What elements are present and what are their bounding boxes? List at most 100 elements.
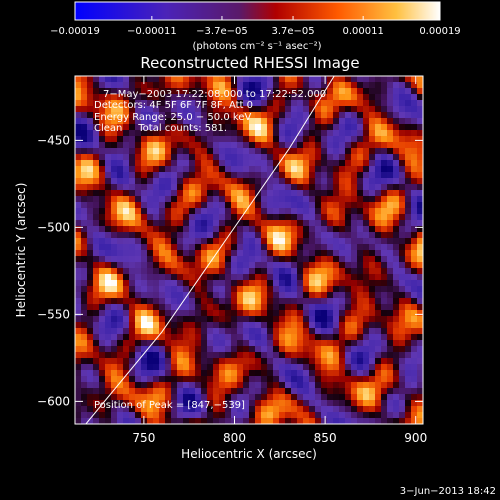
heatmap-cell <box>309 376 316 383</box>
heatmap-cell <box>201 154 208 161</box>
heatmap-cell <box>135 316 142 323</box>
heatmap-cell <box>309 268 316 275</box>
heatmap-cell <box>273 112 280 119</box>
heatmap-cell <box>105 274 112 281</box>
heatmap-cell <box>153 154 160 161</box>
heatmap-cell <box>177 76 184 83</box>
heatmap-cell <box>273 238 280 245</box>
heatmap-cell <box>243 160 250 167</box>
heatmap-cell <box>75 202 82 209</box>
heatmap-cell <box>213 130 220 137</box>
heatmap-cell <box>225 88 232 95</box>
heatmap-cell <box>375 328 382 335</box>
heatmap-cell <box>369 394 376 401</box>
heatmap-cell <box>303 316 310 323</box>
heatmap-cell <box>171 286 178 293</box>
heatmap-cell <box>195 298 202 305</box>
heatmap-cell <box>411 244 418 251</box>
heatmap-cell <box>135 340 142 347</box>
heatmap-cell <box>129 370 136 377</box>
heatmap-cell <box>81 268 88 275</box>
heatmap-cell <box>399 124 406 131</box>
heatmap-cell <box>255 352 262 359</box>
heatmap-cell <box>195 322 202 329</box>
heatmap-cell <box>123 352 130 359</box>
heatmap-cell <box>405 232 412 239</box>
heatmap-cell <box>333 226 340 233</box>
heatmap-cell <box>93 244 100 251</box>
heatmap-cell <box>387 136 394 143</box>
heatmap-cell <box>105 292 112 299</box>
heatmap-cell <box>411 178 418 185</box>
heatmap-cell <box>375 232 382 239</box>
heatmap-cell <box>207 82 214 89</box>
heatmap-cell <box>207 208 214 215</box>
heatmap-cell <box>165 352 172 359</box>
heatmap-cell <box>237 142 244 149</box>
heatmap-cell <box>237 106 244 113</box>
heatmap-cell <box>183 226 190 233</box>
heatmap-cell <box>195 112 202 119</box>
heatmap-cell <box>183 250 190 257</box>
heatmap-cell <box>183 232 190 239</box>
heatmap-cell <box>297 334 304 341</box>
heatmap-cell <box>81 118 88 125</box>
heatmap-cell <box>399 208 406 215</box>
heatmap-cell <box>123 208 130 215</box>
heatmap-cell <box>255 322 262 329</box>
heatmap-cell <box>249 166 256 173</box>
heatmap-cell <box>285 202 292 209</box>
heatmap-cell <box>405 406 412 413</box>
heatmap-cell <box>321 322 328 329</box>
heatmap-cell <box>411 106 418 113</box>
heatmap-cell <box>351 226 358 233</box>
heatmap-cell <box>393 292 400 299</box>
heatmap-cell <box>369 94 376 101</box>
heatmap-cell <box>123 172 130 179</box>
heatmap-cell <box>405 358 412 365</box>
heatmap-cell <box>327 76 334 83</box>
heatmap-cell <box>333 136 340 143</box>
heatmap-cell <box>183 412 190 419</box>
heatmap-cell <box>93 196 100 203</box>
heatmap-cell <box>135 412 142 419</box>
heatmap-cell <box>129 238 136 245</box>
heatmap-cell <box>153 118 160 125</box>
heatmap-cell <box>243 112 250 119</box>
heatmap-cell <box>303 382 310 389</box>
heatmap-cell <box>303 160 310 167</box>
heatmap-cell <box>231 100 238 107</box>
heatmap-cell <box>213 160 220 167</box>
heatmap-cell <box>249 244 256 251</box>
heatmap-cell <box>321 256 328 263</box>
heatmap-cell <box>255 334 262 341</box>
heatmap-cell <box>321 376 328 383</box>
heatmap-cell <box>309 172 316 179</box>
heatmap-cell <box>135 214 142 221</box>
heatmap-cell <box>159 142 166 149</box>
heatmap-cell <box>393 352 400 359</box>
heatmap-cell <box>411 190 418 197</box>
heatmap-cell <box>99 328 106 335</box>
heatmap-cell <box>159 298 166 305</box>
heatmap-cell <box>387 322 394 329</box>
heatmap-cell <box>81 370 88 377</box>
heatmap-cell <box>279 166 286 173</box>
heatmap-cell <box>171 124 178 131</box>
heatmap-cell <box>183 334 190 341</box>
heatmap-cell <box>81 394 88 401</box>
heatmap-cell <box>345 388 352 395</box>
heatmap-cell <box>297 244 304 251</box>
heatmap-cell <box>363 166 370 173</box>
heatmap-cell <box>141 292 148 299</box>
heatmap-cell <box>321 136 328 143</box>
heatmap-cell <box>231 370 238 377</box>
heatmap-cell <box>225 184 232 191</box>
heatmap-cell <box>255 226 262 233</box>
heatmap-cell <box>249 292 256 299</box>
heatmap-cell <box>279 322 286 329</box>
heatmap-cell <box>81 316 88 323</box>
heatmap-cell <box>363 130 370 137</box>
heatmap-cell <box>387 418 394 424</box>
heatmap-cell <box>219 286 226 293</box>
